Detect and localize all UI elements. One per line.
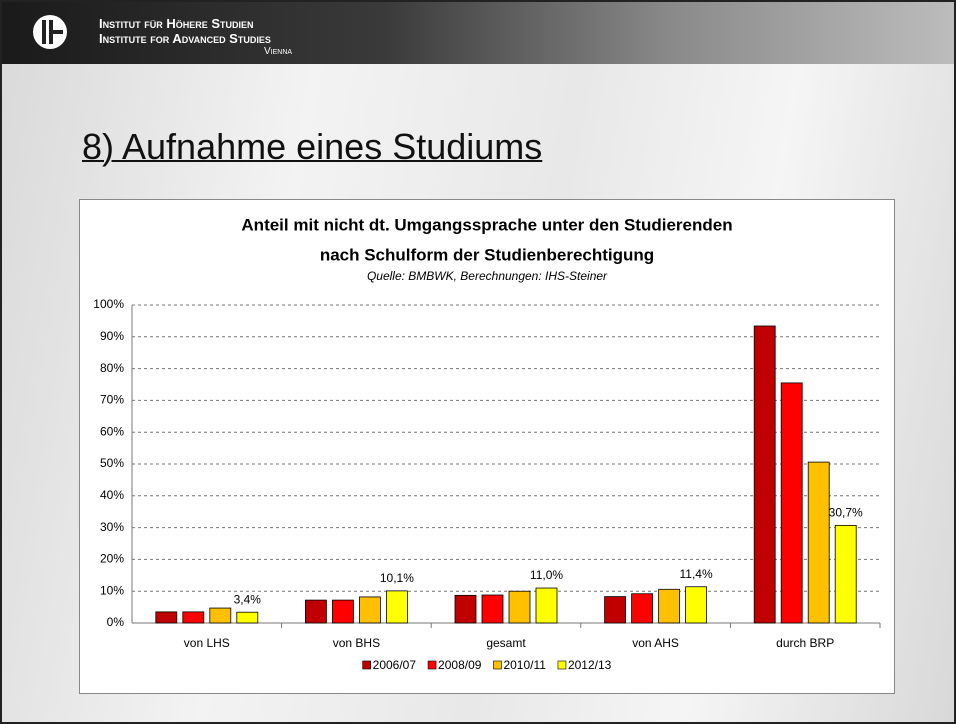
bar [331, 599, 354, 624]
header-line: Vienna [264, 46, 293, 57]
bar [358, 596, 381, 624]
bar [535, 587, 558, 624]
y-tick-label: 70% [100, 393, 124, 407]
bar [604, 596, 626, 624]
y-tick-label: 80% [100, 361, 124, 375]
legend-swatch [427, 660, 437, 670]
value-label: 11,0% [530, 568, 563, 582]
slide-title: 8) Aufnahme eines Studiums [82, 126, 543, 167]
chart: Anteil mit nicht dt. Umgangssprache unte… [79, 199, 895, 694]
chart-title: nach Schulform der Studienberechtigung [320, 245, 654, 264]
y-tick-label: 0% [107, 615, 125, 629]
x-tick-label: von BHS [333, 636, 380, 650]
bar [508, 590, 531, 624]
chart-title: Anteil mit nicht dt. Umgangssprache unte… [241, 215, 732, 234]
legend-label: 2008/09 [438, 658, 482, 672]
y-tick-label: 40% [100, 488, 124, 502]
bar [481, 594, 504, 624]
legend-label: 2006/07 [373, 658, 417, 672]
bar [155, 611, 178, 624]
bar [658, 588, 680, 624]
header-line: Institute for Advanced Studies [99, 31, 271, 46]
bar [182, 611, 205, 624]
bar [304, 599, 327, 624]
y-tick-label: 50% [100, 456, 124, 470]
header: Institut für Höhere Studien Institute fo… [2, 2, 954, 64]
legend-label: 2012/13 [568, 658, 612, 672]
x-tick-label: durch BRP [776, 636, 834, 650]
value-label: 3,4% [234, 592, 262, 606]
legend-label: 2010/11 [503, 658, 546, 672]
value-label: 10,1% [380, 571, 414, 585]
bar [780, 382, 803, 624]
y-tick-label: 100% [93, 297, 124, 311]
header-line: Institut für Höhere Studien [99, 16, 254, 31]
bar [385, 590, 408, 624]
y-tick-label: 10% [100, 583, 124, 597]
bar [834, 524, 857, 624]
value-label: 30,7% [829, 506, 863, 520]
legend-swatch [362, 660, 371, 670]
value-label: 11,4% [680, 567, 713, 581]
x-tick-label: von LHS [184, 636, 230, 650]
y-tick-label: 90% [100, 329, 124, 343]
bar [236, 611, 259, 624]
logo [33, 15, 67, 49]
bar [454, 594, 477, 624]
bar [631, 593, 653, 624]
bar [753, 325, 776, 624]
x-tick-label: von AHS [632, 636, 679, 650]
y-tick-label: 30% [100, 520, 124, 534]
x-tick-label: gesamt [486, 636, 526, 650]
legend-swatch [557, 660, 567, 670]
legend-swatch [493, 660, 502, 670]
y-tick-label: 60% [100, 424, 124, 438]
chart-subtitle: Quelle: BMBWK, Berechnungen: IHS-Steiner [367, 269, 608, 283]
y-tick-label: 20% [100, 552, 124, 566]
bar [209, 607, 232, 624]
bar [807, 461, 830, 624]
bar [685, 586, 707, 624]
